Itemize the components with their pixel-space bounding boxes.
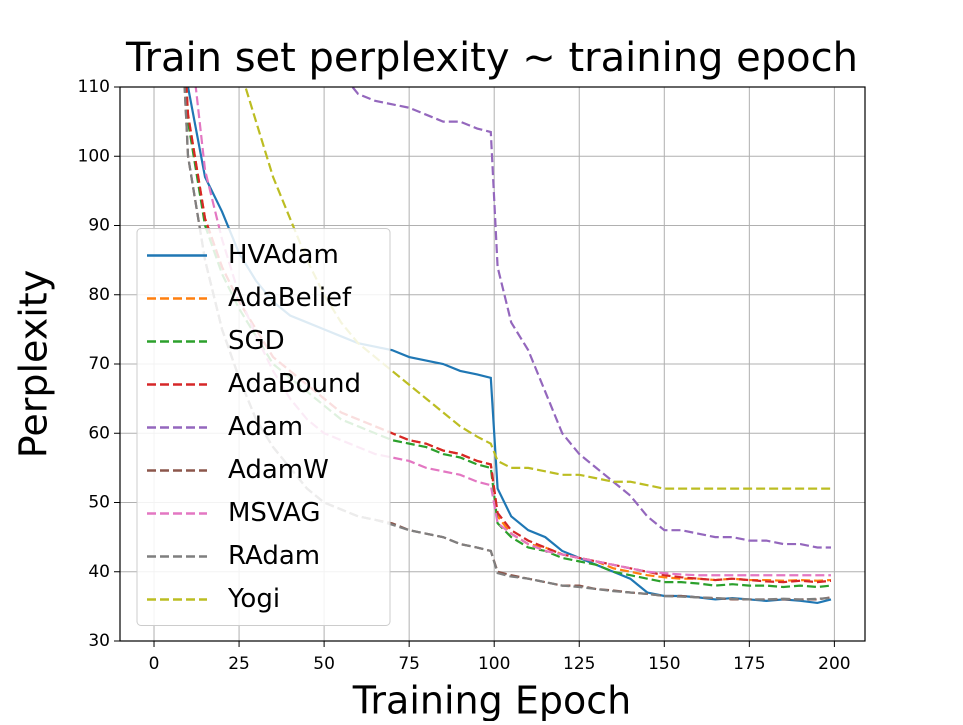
y-tick-label: 60 [88,423,110,443]
legend-label: Adam [228,412,303,442]
x-tick-label: 25 [228,654,250,674]
y-tick-label: 70 [88,354,110,374]
x-tick-label: 200 [818,654,850,674]
x-tick-label: 125 [563,654,595,674]
legend-label: Yogi [227,584,280,614]
x-tick-label: 150 [648,654,680,674]
y-tick-label: 100 [78,146,110,166]
legend-label: MSVAG [228,498,321,528]
legend-label: AdamW [228,455,329,485]
x-tick-label: 50 [313,654,335,674]
legend-label: RAdam [228,541,320,571]
legend-label: SGD [228,326,285,356]
y-axis-label: Perplexity [12,270,56,458]
x-tick-label: 0 [149,654,160,674]
x-tick-label: 175 [733,654,765,674]
x-axis-label: Training Epoch [352,679,631,722]
y-tick-label: 110 [78,77,110,97]
x-tick-label: 100 [478,654,510,674]
series-line [185,87,832,584]
series-line [244,87,831,490]
y-tick-label: 30 [88,631,110,651]
chart-title: Train set perplexity ~ training epoch [125,35,858,81]
legend-box [136,228,391,626]
series-line [351,87,831,549]
ticks: 0 25 50 75 100 125 150 175 200 30 40 50 60 70 80 90 100 1… [78,77,851,674]
legend-label: HVAdam [228,240,339,270]
legend-label: AdaBound [228,369,361,399]
y-tick-label: 50 [88,493,110,513]
y-tick-label: 40 [88,562,110,582]
legend: HVAdam AdaBelief SGD AdaBound Adam AdamW MSVAG… [136,228,391,626]
x-tick-label: 75 [398,654,420,674]
y-tick-label: 90 [88,216,110,236]
y-tick-label: 80 [88,285,110,305]
legend-label: AdaBelief [228,283,352,313]
